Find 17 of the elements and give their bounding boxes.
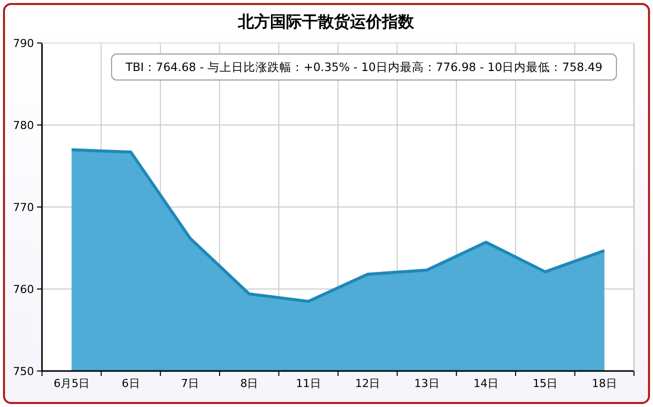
x-tick-label: 6月5日 [54,377,90,390]
y-tick-label: 750 [13,365,34,378]
x-tick-label: 12日 [355,377,380,390]
x-tick-label: 6日 [122,377,140,390]
x-tick-label: 11日 [296,377,321,390]
x-tick-label: 15日 [532,377,558,390]
chart-title: 北方国际干散货运价指数 [237,12,415,31]
x-tick-label: 14日 [474,377,498,390]
x-tick-label: 13日 [414,377,440,390]
x-tick-label: 7日 [181,377,199,390]
x-tick-label: 18日 [592,377,617,390]
y-tick-label: 760 [13,283,34,296]
x-tick-label: 8日 [240,377,258,390]
annotation: TBI：764.68 - 与上日比涨跌幅：+0.35% - 10日内最高：776.98 - 10日内最低：758.49 [124,60,602,74]
y-tick-label: 790 [13,37,34,50]
y-tick-label: 780 [13,119,34,132]
y-tick-label: 770 [13,201,34,214]
